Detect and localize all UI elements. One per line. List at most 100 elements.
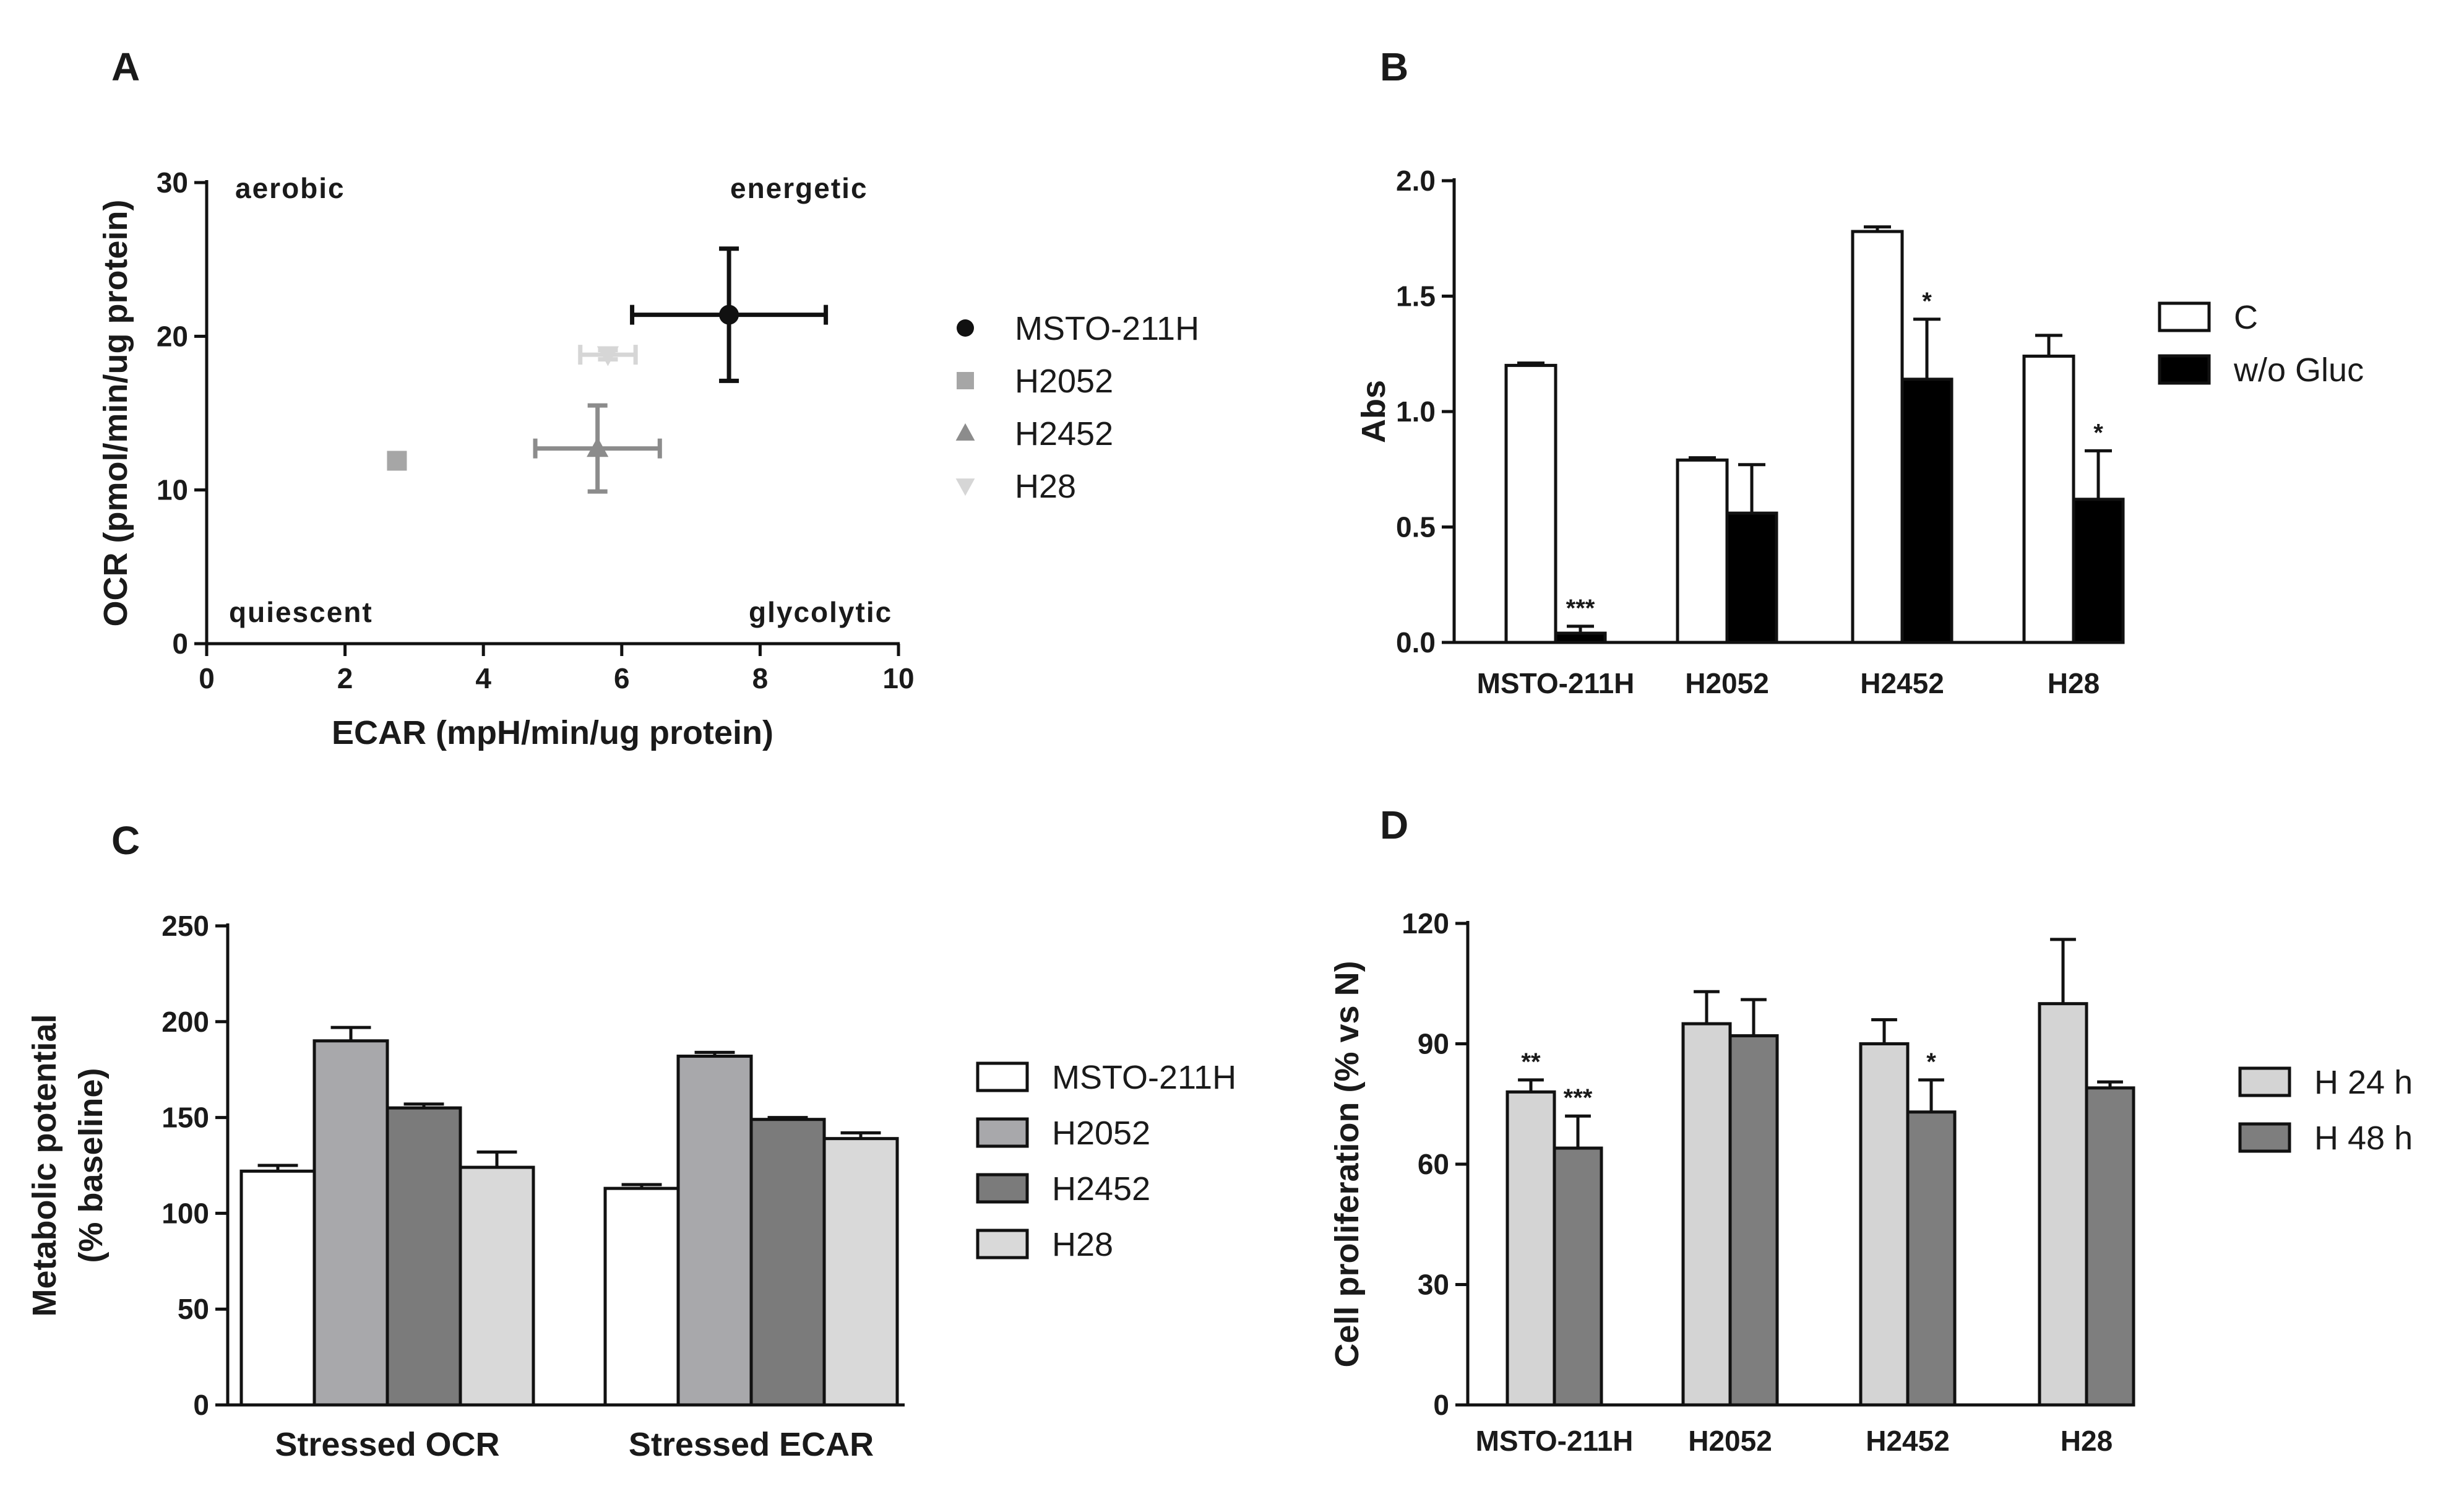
data-point-h2452 [587,437,609,457]
y-tick-label: 200 [162,1006,209,1038]
significance-marker: * [1922,288,1932,315]
bar-h-48-h-h2052 [1728,1034,1779,1407]
x-category-label: MSTO-211H [1477,667,1635,699]
legend-swatch-w-o-gluc [2158,354,2211,385]
bar-msto-211h-stressed-ocr [239,1169,316,1407]
panel-a: A aerobic energetic quiescent glycolytic… [97,45,1199,751]
y-tick-label: 250 [162,910,209,942]
y-tick-label: 0 [193,1389,209,1421]
x-tick-label: 2 [337,662,353,694]
legend-swatch-msto-211h [976,1061,1029,1092]
significance-marker: *** [1566,595,1595,622]
legend-label-h2452: H2452 [1052,1170,1150,1207]
legend-marker-msto-211h [957,319,974,337]
y-tick-label: 60 [1418,1148,1449,1180]
bar-h-24-h-h2052 [1681,1022,1732,1407]
y-tick-label: 2.0 [1396,165,1436,197]
quadrant-label-aerobic: aerobic [235,172,345,204]
bar-h-48-h-h28 [2085,1086,2135,1407]
y-tick-label: 100 [162,1197,209,1229]
bar-h-48-h-h2452 [1906,1110,1957,1407]
y-axis-title-line1: Metabolic potential [26,1014,63,1316]
y-tick-label: 0 [1433,1389,1449,1421]
bar-w-o-gluc-h28 [2072,498,2125,644]
bar-h2052-stressed-ocr [312,1039,389,1407]
y-axis-title-line2: (% baseline) [72,1068,110,1263]
significance-marker: * [1926,1048,1936,1076]
legend-swatch-c [2158,301,2211,332]
quadrant-label-energetic: energetic [730,172,868,204]
bar-msto-211h-stressed-ecar [603,1186,680,1407]
legend-label-h2052: H2052 [1015,363,1113,400]
x-category-label: H2052 [1688,1425,1772,1457]
legend-label-h2052: H2052 [1052,1115,1150,1152]
x-category-label: MSTO-211H [1476,1425,1634,1457]
bar-c-h2052 [1676,458,1729,644]
bar-h2452-stressed-ecar [749,1118,826,1407]
x-tick-label: 10 [882,662,914,694]
significance-marker: ** [1521,1048,1541,1076]
x-category-label: H28 [2061,1425,2113,1457]
x-axis-title: ECAR (mpH/min/ug protein) [332,714,773,751]
legend-swatch-h-24-h [2238,1066,2291,1097]
x-category-label: H2452 [1866,1425,1950,1457]
y-tick-label: 10 [157,474,188,506]
panel-label-b: B [1380,45,1408,89]
x-category-label: H2052 [1685,667,1769,699]
y-tick-label: 20 [157,320,188,352]
legend-swatch-h2052 [976,1117,1029,1148]
bar-c-msto-211h [1504,363,1557,644]
y-axis-title: OCR (pmol/min/ug protein) [97,200,134,627]
bar-h-24-h-h28 [2038,1002,2088,1407]
panel-c: C 0 50 100 150 200 250 Stressed OCR Stressed EC… [26,818,1236,1463]
legend-marker-h28 [955,478,975,496]
x-category-label: H2452 [1860,667,1944,699]
legend-marker-h2052 [957,372,974,389]
y-tick-label: 1.0 [1396,395,1436,428]
y-tick-label: 150 [162,1102,209,1134]
y-tick-label: 50 [178,1293,209,1325]
y-tick-label: 1.5 [1396,280,1436,313]
quadrant-label-glycolytic: glycolytic [749,596,892,628]
legend-marker-h2452 [955,423,975,441]
legend-label-msto-211h: MSTO-211H [1052,1059,1236,1096]
data-point-h28 [597,346,619,366]
x-tick-label: 4 [475,662,491,694]
x-tick-label: 6 [614,662,630,694]
y-axis-title: Abs [1355,380,1392,443]
y-tick-label: 30 [157,166,188,199]
legend-label-w-o-gluc: w/o Gluc [2233,352,2364,389]
y-tick-label: 0.0 [1396,626,1436,659]
bar-h28-stressed-ocr [459,1165,535,1407]
significance-marker: *** [1564,1084,1593,1112]
y-tick-label: 0 [172,628,188,660]
x-tick-label: 0 [199,662,215,694]
legend-label-h2452: H2452 [1015,415,1113,452]
y-tick-label: 0.5 [1396,511,1436,543]
bar-h-48-h-msto-211h [1553,1146,1603,1407]
bar-h-24-h-msto-211h [1506,1090,1556,1407]
panel-label-a: A [111,45,140,89]
panel-b: B 0.0 0.5 1.0 1.5 2.0 MSTO-211H H2052 H2452 H28 *… [1355,45,2364,699]
legend-label-msto-211h: MSTO-211H [1015,310,1199,347]
legend-label-h-24-h: H 24 h [2314,1064,2413,1101]
bar-w-o-gluc-h2052 [1725,511,1778,644]
bar-h2452-stressed-ocr [386,1106,462,1407]
y-tick-label: 90 [1418,1028,1449,1060]
data-point-h2052 [387,451,407,471]
x-category-label: Stressed ECAR [629,1426,874,1463]
y-tick-label: 120 [1402,907,1449,940]
legend-label-h28: H28 [1052,1226,1113,1263]
legend-label-c: C [2234,299,2258,336]
legend-swatch-h-48-h [2238,1122,2291,1153]
bar-c-h28 [2022,354,2075,644]
y-tick-label: 30 [1418,1269,1449,1301]
legend-label-h28: H28 [1015,468,1076,505]
data-point-msto-211h [719,305,739,325]
bar-h2052-stressed-ecar [676,1055,753,1407]
x-category-label: Stressed OCR [275,1426,499,1463]
bar-w-o-gluc-h2452 [1900,378,1954,644]
bar-h-24-h-h2452 [1859,1042,1910,1407]
